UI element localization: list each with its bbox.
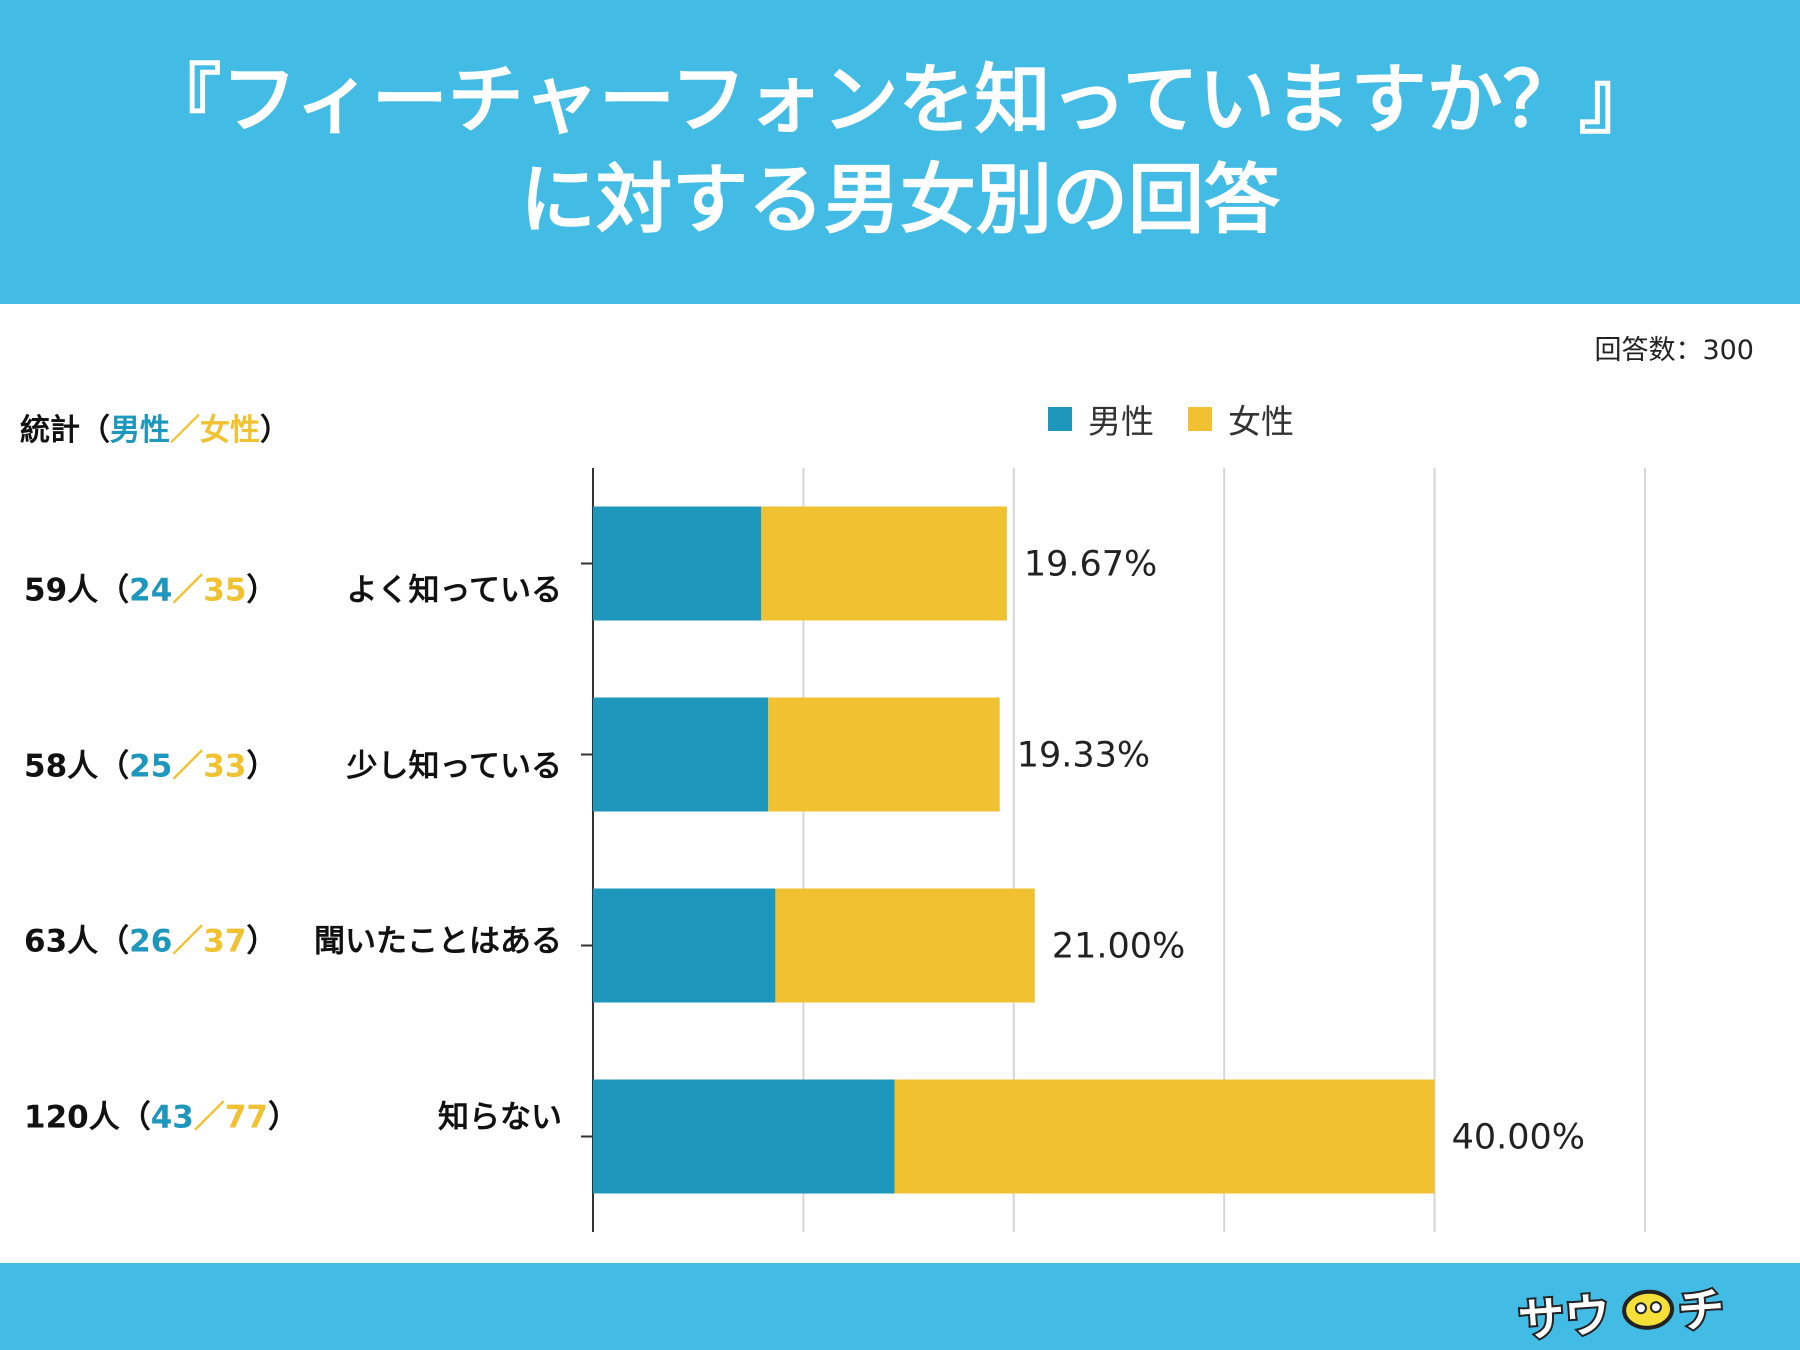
bar-male bbox=[593, 1079, 895, 1194]
svg-text:サウ: サウ bbox=[1517, 1287, 1613, 1345]
chart-title-line2: に対する男女別の回答 bbox=[520, 155, 1280, 244]
stat-male: 25 bbox=[129, 748, 173, 785]
legend-label-male: 男性 bbox=[1088, 402, 1154, 441]
stat-total: 58人 bbox=[24, 748, 99, 785]
data-label: 19.67% bbox=[1024, 545, 1157, 585]
stat-row: 59人（24／35） bbox=[24, 572, 278, 609]
stat-total: 59人 bbox=[24, 572, 99, 609]
chart-legend: 男性 女性 bbox=[1048, 395, 1328, 443]
bar-female bbox=[775, 888, 1035, 1003]
category-label: 少し知っている bbox=[346, 748, 562, 785]
stat-row: 58人（25／33） bbox=[24, 748, 278, 785]
data-label: 19.33% bbox=[1017, 736, 1150, 776]
bar-chart: 19.67% 19.33% 21.00% 40.00% bbox=[581, 468, 1646, 1232]
stats-header-suffix: ） bbox=[260, 413, 290, 448]
brand-logo: サウ チ bbox=[1515, 1279, 1728, 1345]
category-label: 知らない bbox=[438, 1099, 562, 1136]
stat-female: 77 bbox=[224, 1099, 268, 1136]
svg-text:チ: チ bbox=[1676, 1281, 1726, 1338]
bar-female bbox=[768, 697, 1000, 812]
bar-female bbox=[894, 1079, 1435, 1194]
data-label: 21.00% bbox=[1052, 927, 1185, 967]
stat-female: 33 bbox=[203, 748, 247, 785]
legend-label-female: 女性 bbox=[1228, 402, 1294, 441]
stat-total: 120人 bbox=[24, 1099, 120, 1136]
bar-male bbox=[593, 697, 769, 812]
stat-female: 37 bbox=[203, 923, 247, 960]
data-label: 40.00% bbox=[1452, 1118, 1585, 1158]
chart-title-line1: 『フィーチャーフォンを知っていますか？』 bbox=[145, 55, 1655, 144]
legend-swatch-female bbox=[1188, 407, 1212, 431]
stat-male: 24 bbox=[129, 572, 173, 609]
stats-header-sep: ／ bbox=[170, 413, 200, 448]
stat-female: 35 bbox=[203, 572, 247, 609]
stats-header-prefix: 統計（ bbox=[20, 413, 110, 448]
stat-male: 26 bbox=[129, 923, 173, 960]
stat-row: 120人（43／77） bbox=[24, 1099, 299, 1136]
stats-header-male: 男性 bbox=[110, 413, 170, 448]
stats-header-female: 女性 bbox=[200, 413, 260, 448]
title-banner: 『フィーチャーフォンを知っていますか？』 に対する男女別の回答 bbox=[0, 0, 1800, 304]
category-label: よく知っている bbox=[346, 572, 562, 609]
stat-row: 63人（26／37） bbox=[24, 923, 278, 960]
category-label: 聞いたことはある bbox=[314, 923, 562, 960]
stat-male: 43 bbox=[150, 1099, 194, 1136]
stats-header: 統計（男性／女性） bbox=[20, 405, 290, 449]
response-count: 回答数：300 bbox=[1594, 335, 1754, 366]
legend-swatch-male bbox=[1048, 407, 1072, 431]
footer-banner bbox=[0, 1263, 1800, 1350]
bar-male bbox=[593, 888, 776, 1003]
legend-item-female: 女性 bbox=[1188, 395, 1294, 443]
bar-male bbox=[593, 506, 762, 621]
legend-item-male: 男性 bbox=[1048, 395, 1154, 443]
stat-total: 63人 bbox=[24, 923, 99, 960]
bar-female bbox=[761, 506, 1007, 621]
